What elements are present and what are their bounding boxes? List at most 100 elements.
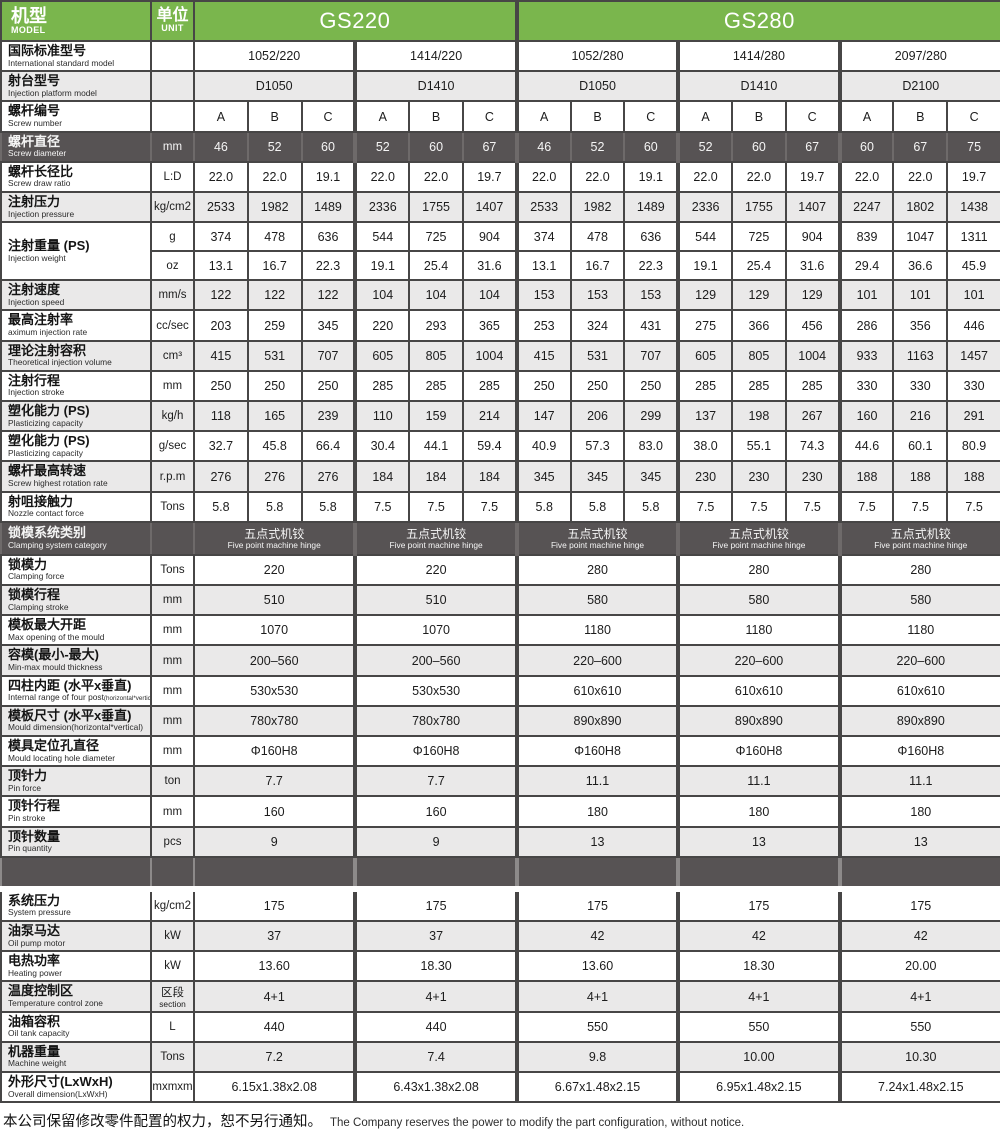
clamping-system-category-value: 五点式机铰 Five point machine hinge [192, 520, 357, 556]
max-injection-rate-value: 259 [246, 309, 303, 342]
injection-weight-oz-value: 22.3 [300, 250, 357, 282]
screw-highest-rotation-rate-value: 276 [193, 460, 249, 493]
theoretical-injection-volume-value: 605 [676, 339, 733, 372]
injection-weight-g-value: 904 [461, 221, 518, 253]
injection-platform-model-unit [150, 70, 195, 103]
row-international-standard-model: 国际标准型号 International standard model 1052/2… [0, 39, 1000, 73]
injection-weight-g-value: 544 [353, 221, 411, 253]
row-internal-range-four-post: 四柱内距 (水平x垂直) Internal range of four post(… [0, 674, 1000, 707]
pin-stroke-value: 180 [676, 795, 841, 828]
theoretical-injection-volume-value: 1457 [946, 339, 1000, 372]
pin-stroke-label: 顶针行程 Pin stroke [0, 795, 152, 828]
injection-weight-oz-value: 16.7 [246, 250, 303, 282]
row-overall-dimension: 外形尺寸(LxWxH) Overall dimension(LxWxH) mxmxm… [0, 1071, 1000, 1104]
max-injection-rate-value: 356 [892, 309, 949, 342]
injection-platform-model-value: D1050 [514, 70, 680, 103]
plasticizing-capacity-kgh-value: 165 [246, 400, 303, 433]
overall-dimension-value: 6.95x1.48x2.15 [676, 1071, 841, 1104]
screw-number-unit [150, 100, 195, 133]
heating-power-unit: kW [150, 950, 195, 983]
injection-stroke-value: 250 [623, 369, 680, 403]
injection-pressure-value: 1438 [946, 191, 1000, 224]
row-injection-weight-g: 注射重量 (PS) Injection weight g 374 478 636 544 72… [0, 221, 1000, 282]
screw-diameter-label: 螺杆直径 Screw diameter [0, 130, 152, 163]
injection-speed-value: 122 [300, 279, 357, 312]
max-injection-rate-label: 最高注射率 aximum injection rate [0, 309, 152, 342]
plasticizing-capacity-gsec-value: 44.1 [408, 430, 464, 463]
injection-pressure-value: 1407 [784, 191, 841, 224]
plasticizing-capacity-kgh-value: 299 [623, 400, 680, 433]
plasticizing-capacity-gsec-value: 80.9 [946, 430, 1000, 463]
pin-stroke-value: 180 [837, 795, 1000, 828]
international-standard-model-value: 1052/280 [514, 39, 680, 73]
screw-draw-ratio-value: 22.0 [514, 160, 572, 194]
injection-weight-oz-value: 31.6 [784, 250, 841, 282]
system-pressure-value: 175 [514, 887, 680, 923]
separator-band-unit [150, 855, 195, 892]
injection-pressure-value: 1982 [246, 191, 303, 224]
injection-weight-oz-value: 19.1 [676, 250, 733, 282]
screw-diameter-value: 67 [892, 130, 949, 163]
theoretical-injection-volume-value: 1163 [892, 339, 949, 372]
injection-weight-g-value: 904 [784, 221, 841, 253]
plasticizing-capacity-kgh-value: 239 [300, 400, 357, 433]
row-mould-locating-hole-diameter: 模具定位孔直径 Mould locating hole diameter mm Φ16… [0, 735, 1000, 768]
plasticizing-capacity-gsec-value: 66.4 [300, 430, 357, 463]
nozzle-contact-force-value: 7.5 [892, 490, 949, 523]
injection-stroke-value: 330 [892, 369, 949, 403]
plasticizing-capacity-kgh-value: 291 [946, 400, 1000, 433]
mould-locating-hole-diameter-value: Φ160H8 [676, 735, 841, 768]
plasticizing-capacity-kgh-value: 159 [408, 400, 464, 433]
max-opening-of-mould-value: 1180 [676, 614, 841, 647]
plasticizing-capacity-gsec-value: 83.0 [623, 430, 680, 463]
nozzle-contact-force-value: 7.5 [408, 490, 464, 523]
clamping-force-value: 280 [676, 553, 841, 587]
screw-diameter-value: 46 [193, 130, 249, 163]
pin-quantity-value: 13 [837, 825, 1000, 858]
row-screw-highest-rotation-rate: 螺杆最高转速 Screw highest rotation rate r.p.m 27… [0, 460, 1000, 493]
oil-tank-capacity-unit: L [150, 1010, 195, 1043]
international-standard-model-value: 2097/280 [837, 39, 1000, 73]
mould-locating-hole-diameter-value: Φ160H8 [837, 735, 1000, 768]
injection-weight-g-value: 478 [569, 221, 626, 253]
injection-weight-g-value: 478 [246, 221, 303, 253]
min-max-mould-thickness-label: 容模(最小-最大) Min-max mould thickness [0, 644, 152, 677]
injection-speed-unit: mm/s [150, 279, 195, 312]
screw-number-value: A [514, 100, 572, 133]
nozzle-contact-force-value: 7.5 [837, 490, 895, 523]
row-clamping-stroke: 锁模行程 Clamping stroke mm 510 510 580 580 580 [0, 584, 1000, 617]
screw-highest-rotation-rate-value: 188 [837, 460, 895, 493]
injection-pressure-value: 1489 [300, 191, 357, 224]
mould-locating-hole-diameter-value: Φ160H8 [353, 735, 518, 768]
international-standard-model-value: 1414/220 [353, 39, 518, 73]
injection-weight-oz-value: 19.1 [353, 250, 411, 282]
machine-weight-value: 9.8 [514, 1040, 680, 1074]
nozzle-contact-force-value: 7.5 [946, 490, 1000, 523]
max-injection-rate-value: 286 [837, 309, 895, 342]
min-max-mould-thickness-value: 200–560 [353, 644, 518, 677]
theoretical-injection-volume-value: 415 [193, 339, 249, 372]
clamping-force-value: 220 [353, 553, 518, 587]
plasticizing-capacity-kgh-value: 216 [892, 400, 949, 433]
injection-weight-oz-value: 16.7 [569, 250, 626, 282]
injection-platform-model-value: D1410 [353, 70, 518, 103]
screw-highest-rotation-rate-value: 345 [514, 460, 572, 493]
clamping-force-value: 220 [192, 553, 357, 587]
screw-number-value: B [569, 100, 626, 133]
heating-power-value: 18.30 [353, 950, 518, 983]
pin-force-value: 11.1 [514, 765, 680, 798]
screw-draw-ratio-value: 22.0 [892, 160, 949, 194]
temperature-control-zone-value: 4+1 [837, 980, 1000, 1013]
screw-diameter-value: 60 [837, 130, 895, 163]
row-clamping-system-category: 锁模系统类别 Clamping system category 五点式机铰 Five … [0, 520, 1000, 556]
row-min-max-mould-thickness: 容模(最小-最大) Min-max mould thickness mm 200–56… [0, 644, 1000, 677]
injection-weight-g-value: 839 [837, 221, 895, 253]
oil-pump-motor-unit: kW [150, 920, 195, 953]
screw-diameter-value: 52 [353, 130, 411, 163]
injection-stroke-value: 250 [514, 369, 572, 403]
plasticizing-capacity-kgh-value: 206 [569, 400, 626, 433]
row-plasticizing-capacity-kgh: 塑化能力 (PS) Plasticizing capacity kg/h 118 165… [0, 400, 1000, 433]
theoretical-injection-volume-value: 531 [569, 339, 626, 372]
injection-weight-g-value: 636 [300, 221, 357, 253]
theoretical-injection-volume-value: 1004 [784, 339, 841, 372]
